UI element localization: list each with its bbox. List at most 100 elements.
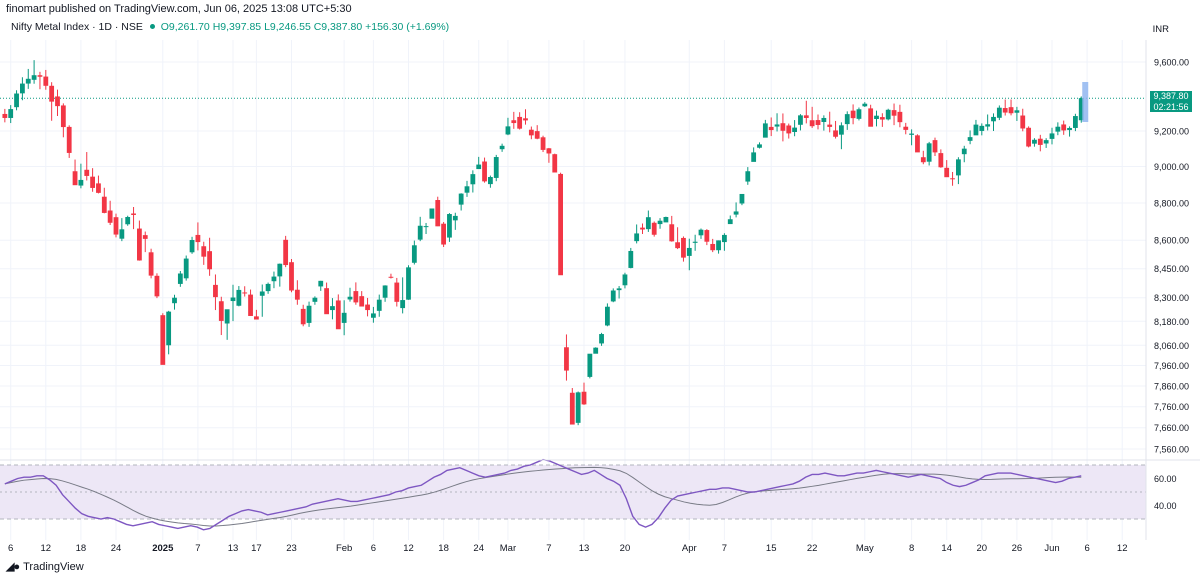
candle-up bbox=[493, 157, 499, 178]
candle-up bbox=[20, 83, 25, 94]
candle-down bbox=[324, 288, 329, 315]
candle-down bbox=[944, 167, 950, 178]
candle-up bbox=[727, 219, 733, 225]
price-tick-label: 7,960.00 bbox=[1154, 361, 1189, 371]
candle-down bbox=[435, 200, 441, 227]
tradingview-logo-icon: ◢● bbox=[6, 561, 20, 573]
rsi-pane: 60.00 40.00 bbox=[0, 40, 1200, 540]
candle-up bbox=[464, 186, 470, 193]
candle-down bbox=[201, 246, 207, 257]
time-tick-label: May bbox=[856, 543, 874, 554]
candle-up bbox=[739, 193, 745, 204]
symbol-name[interactable]: Nifty Metal Index · 1D · NSE bbox=[11, 21, 143, 33]
candle-up bbox=[1043, 140, 1049, 144]
candle-up bbox=[1073, 116, 1078, 128]
candle-up bbox=[277, 263, 283, 277]
candle-up bbox=[599, 334, 604, 344]
candle-down bbox=[1008, 107, 1014, 114]
candle-up bbox=[429, 208, 435, 219]
time-tick-label: 12 bbox=[403, 543, 414, 554]
time-tick-label: 20 bbox=[977, 543, 988, 554]
time-tick-label: 7 bbox=[546, 543, 551, 554]
candle-up bbox=[610, 290, 616, 302]
candle-up bbox=[224, 309, 230, 324]
price-tick-label: 8,060.00 bbox=[1154, 341, 1189, 351]
candle-down bbox=[950, 178, 955, 180]
candle-down bbox=[915, 135, 920, 153]
candle-down bbox=[195, 234, 201, 243]
candle-up bbox=[996, 107, 1002, 118]
candle-up bbox=[961, 148, 967, 155]
candle-up bbox=[605, 306, 610, 326]
candles bbox=[0, 60, 1146, 426]
price-tick-label: 9,200.00 bbox=[1154, 126, 1189, 136]
candle-down bbox=[365, 304, 370, 311]
price-tick-label: 7,560.00 bbox=[1154, 445, 1189, 455]
rsi-tick-label: 60.00 bbox=[1154, 474, 1177, 484]
price-tick-label: 9,600.00 bbox=[1154, 58, 1189, 68]
candle-up bbox=[1032, 139, 1037, 144]
candle-up bbox=[856, 109, 862, 119]
candle-down bbox=[1061, 124, 1067, 131]
candle-up bbox=[757, 144, 762, 148]
candle-down bbox=[242, 292, 248, 294]
candle-up bbox=[979, 125, 985, 131]
last-price-value: 9,387.80 bbox=[1153, 91, 1189, 101]
candle-up bbox=[792, 127, 797, 133]
candle-down bbox=[815, 120, 821, 125]
candle-down bbox=[2, 113, 8, 118]
price-tick-label: 8,180.00 bbox=[1154, 317, 1189, 327]
candle-down bbox=[142, 235, 148, 239]
time-axis[interactable]: 6 12 18 24 2025 7 13 17 23 Feb 6 12 18 24 Mar 7 13 20 Apr 7… bbox=[8, 543, 1127, 554]
time-tick-label: Feb bbox=[336, 543, 352, 554]
candle-up bbox=[956, 159, 961, 176]
candle-down bbox=[148, 252, 154, 276]
candle-up bbox=[166, 311, 172, 346]
candle-down bbox=[60, 105, 66, 128]
candle-down bbox=[300, 308, 306, 325]
candle-up bbox=[25, 78, 31, 84]
currency-label[interactable]: INR bbox=[1152, 24, 1169, 35]
time-tick-label: 13 bbox=[228, 543, 239, 554]
candle-up bbox=[78, 179, 84, 186]
candle-down bbox=[289, 262, 294, 291]
candle-up bbox=[183, 258, 189, 279]
candle-up bbox=[400, 300, 406, 309]
candle-down bbox=[213, 284, 218, 298]
candle-up bbox=[634, 233, 640, 242]
candle-up bbox=[973, 124, 979, 136]
candle-up bbox=[587, 353, 593, 377]
candle-up bbox=[622, 274, 628, 286]
candle-up bbox=[189, 240, 195, 253]
time-tick-label: 22 bbox=[807, 543, 818, 554]
candle-down bbox=[160, 315, 166, 365]
candle-up bbox=[505, 126, 511, 135]
candle-up bbox=[488, 177, 493, 185]
candle-down bbox=[704, 230, 710, 242]
candle-up bbox=[125, 217, 131, 225]
candle-down bbox=[675, 242, 680, 249]
candle-up bbox=[476, 164, 482, 170]
last-bar-highlight bbox=[1082, 82, 1089, 122]
candle-down bbox=[137, 228, 142, 261]
candle-down bbox=[581, 391, 587, 405]
candle-up bbox=[844, 114, 850, 125]
candle-up bbox=[382, 285, 388, 298]
candle-down bbox=[803, 115, 809, 118]
candle-down bbox=[569, 392, 575, 425]
candle-down bbox=[482, 161, 487, 182]
candle-down bbox=[920, 157, 926, 163]
candle-down bbox=[564, 347, 569, 371]
candle-down bbox=[359, 296, 365, 307]
candle-down bbox=[49, 85, 55, 102]
candle-down bbox=[768, 126, 774, 131]
candle-up bbox=[722, 234, 727, 243]
brand-name: TradingView bbox=[23, 560, 84, 573]
price-axis[interactable]: 9,600.00 9,200.00 9,000.00 8,800.00 8,600.00… bbox=[1154, 58, 1189, 455]
candle-up bbox=[575, 392, 581, 423]
candle-down bbox=[827, 124, 833, 127]
price-tick-label: 9,000.00 bbox=[1154, 162, 1189, 172]
candle-down bbox=[84, 169, 90, 176]
candle-down bbox=[394, 282, 400, 302]
